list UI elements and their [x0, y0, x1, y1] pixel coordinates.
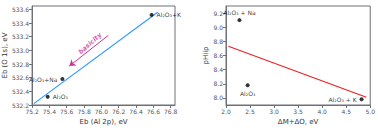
- svg-text:8.2: 8.2: [213, 80, 223, 87]
- svg-text:Al₂O₃: Al₂O₃: [53, 93, 69, 100]
- svg-text:2.5: 2.5: [245, 108, 255, 115]
- svg-text:8.8: 8.8: [213, 38, 223, 45]
- svg-text:4.0: 4.0: [317, 108, 327, 115]
- svg-text:8.4: 8.4: [213, 66, 223, 73]
- svg-text:ΔM+ΔO, eV: ΔM+ΔO, eV: [278, 118, 319, 126]
- svg-text:76.6: 76.6: [147, 108, 161, 115]
- svg-text:9.2: 9.2: [213, 10, 223, 17]
- svg-text:3.5: 3.5: [293, 108, 303, 115]
- svg-text:76.0: 76.0: [95, 108, 109, 115]
- svg-text:pHiip: pHiip: [202, 46, 210, 65]
- svg-text:basicity: basicity: [77, 31, 104, 57]
- svg-text:4.5: 4.5: [341, 108, 351, 115]
- svg-text:8.0: 8.0: [213, 94, 223, 101]
- svg-text:76.4: 76.4: [129, 108, 143, 115]
- svg-text:2.0: 2.0: [221, 108, 231, 115]
- svg-text:5.0: 5.0: [365, 108, 375, 115]
- svg-text:75.6: 75.6: [60, 108, 74, 115]
- svg-text:533.2: 533.2: [12, 33, 29, 40]
- svg-text:75.8: 75.8: [77, 108, 91, 115]
- svg-text:532.2: 532.2: [11, 101, 30, 109]
- svg-text:Eb (O 1s), eV: Eb (O 1s), eV: [1, 32, 9, 78]
- svg-text:Al₂O₃+Na: Al₂O₃+Na: [29, 76, 58, 83]
- svg-text:75.4: 75.4: [43, 108, 57, 115]
- svg-text:532.6: 532.6: [12, 74, 29, 81]
- svg-text:532.4: 532.4: [12, 88, 29, 95]
- svg-text:3.0: 3.0: [269, 108, 279, 115]
- svg-text:9.0: 9.0: [213, 24, 223, 31]
- svg-text:533.0: 533.0: [12, 47, 29, 54]
- svg-text:Al₂O₃ + Na: Al₂O₃ + Na: [223, 9, 256, 16]
- svg-text:76.2: 76.2: [112, 108, 126, 115]
- svg-text:Eb (Al 2p), eV: Eb (Al 2p), eV: [80, 118, 128, 126]
- svg-text:75.2: 75.2: [25, 108, 39, 115]
- svg-text:8.6: 8.6: [213, 52, 223, 59]
- svg-text:Al₂O₃+K: Al₂O₃+K: [157, 11, 182, 18]
- svg-text:532.8: 532.8: [12, 61, 29, 68]
- svg-text:533.6: 533.6: [12, 6, 29, 13]
- svg-text:Al₂O₃: Al₂O₃: [240, 90, 256, 97]
- svg-text:Al₂O₃ + K: Al₂O₃ + K: [328, 96, 357, 103]
- svg-text:76.8: 76.8: [164, 108, 178, 115]
- svg-text:533.4: 533.4: [12, 20, 29, 27]
